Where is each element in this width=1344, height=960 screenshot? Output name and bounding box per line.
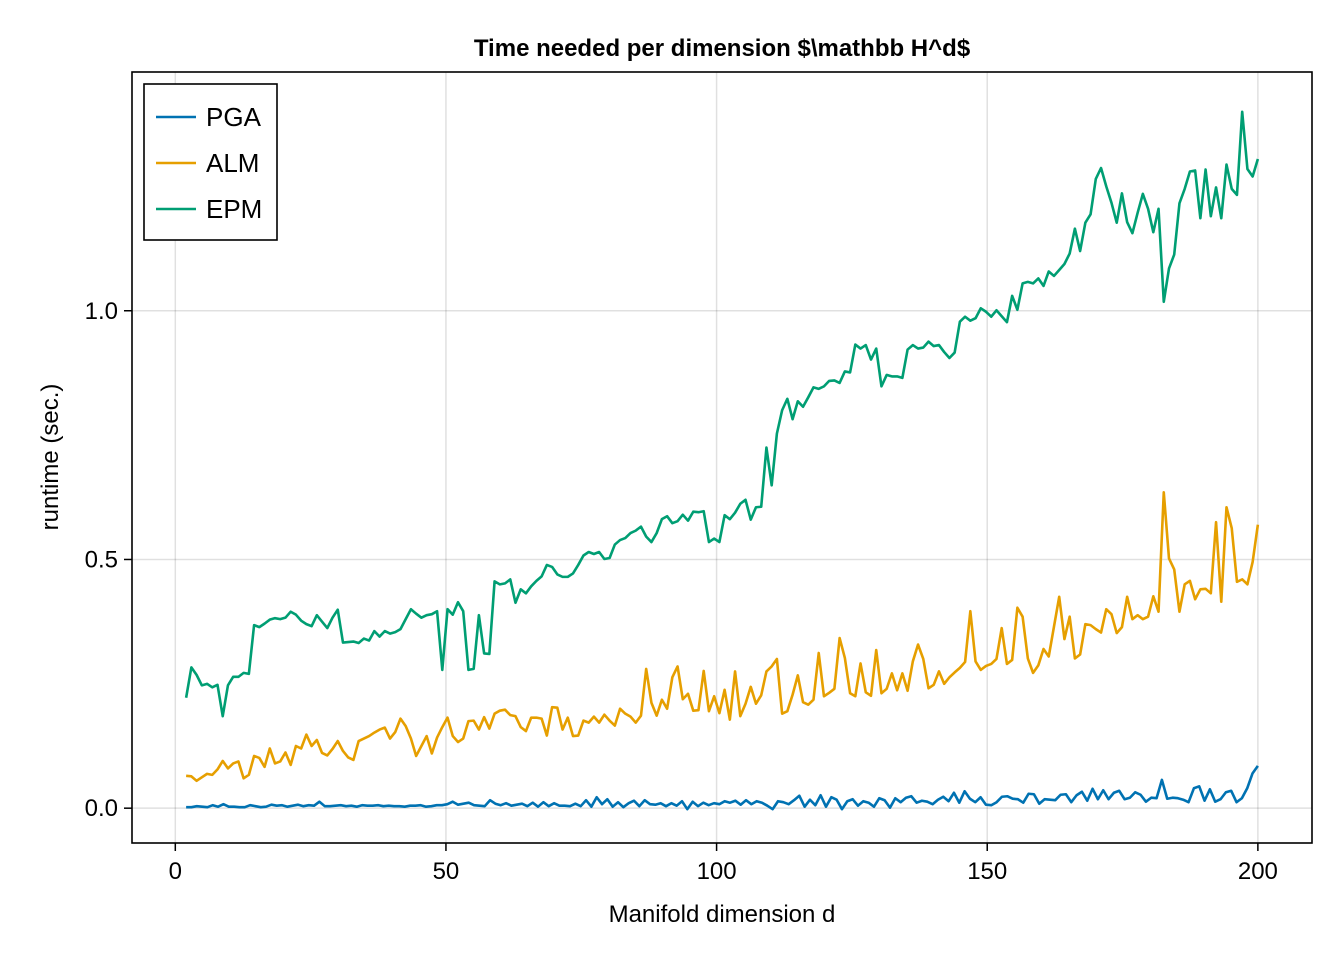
x-tick-label: 150	[967, 858, 1007, 885]
y-tick-label: 0.5	[85, 546, 118, 573]
x-tick-label: 100	[697, 858, 737, 885]
y-tick-label: 0.0	[85, 795, 118, 822]
legend-label-pga: PGA	[206, 102, 262, 132]
series-line-epm	[184, 110, 1260, 718]
x-tick-label: 0	[169, 858, 182, 885]
chart-title: Time needed per dimension $\mathbb H^d$	[474, 35, 971, 62]
legend-label-epm: EPM	[206, 194, 262, 224]
x-axis-label: Manifold dimension d	[609, 901, 836, 928]
series-line-alm	[186, 491, 1260, 783]
axis-ticks: 0 50 100 150 200 0.0 0.5 1.0	[85, 298, 1278, 885]
x-tick-label: 200	[1238, 858, 1278, 885]
legend-label-alm: ALM	[206, 148, 259, 178]
x-tick-label: 50	[433, 858, 460, 885]
series-line-pga	[186, 765, 1259, 811]
y-axis-label: runtime (sec.)	[37, 384, 64, 531]
series-lines	[184, 110, 1260, 811]
y-tick-label: 1.0	[85, 298, 118, 325]
legend: PGA ALM EPM	[143, 83, 278, 241]
plot-frame	[131, 71, 1313, 844]
